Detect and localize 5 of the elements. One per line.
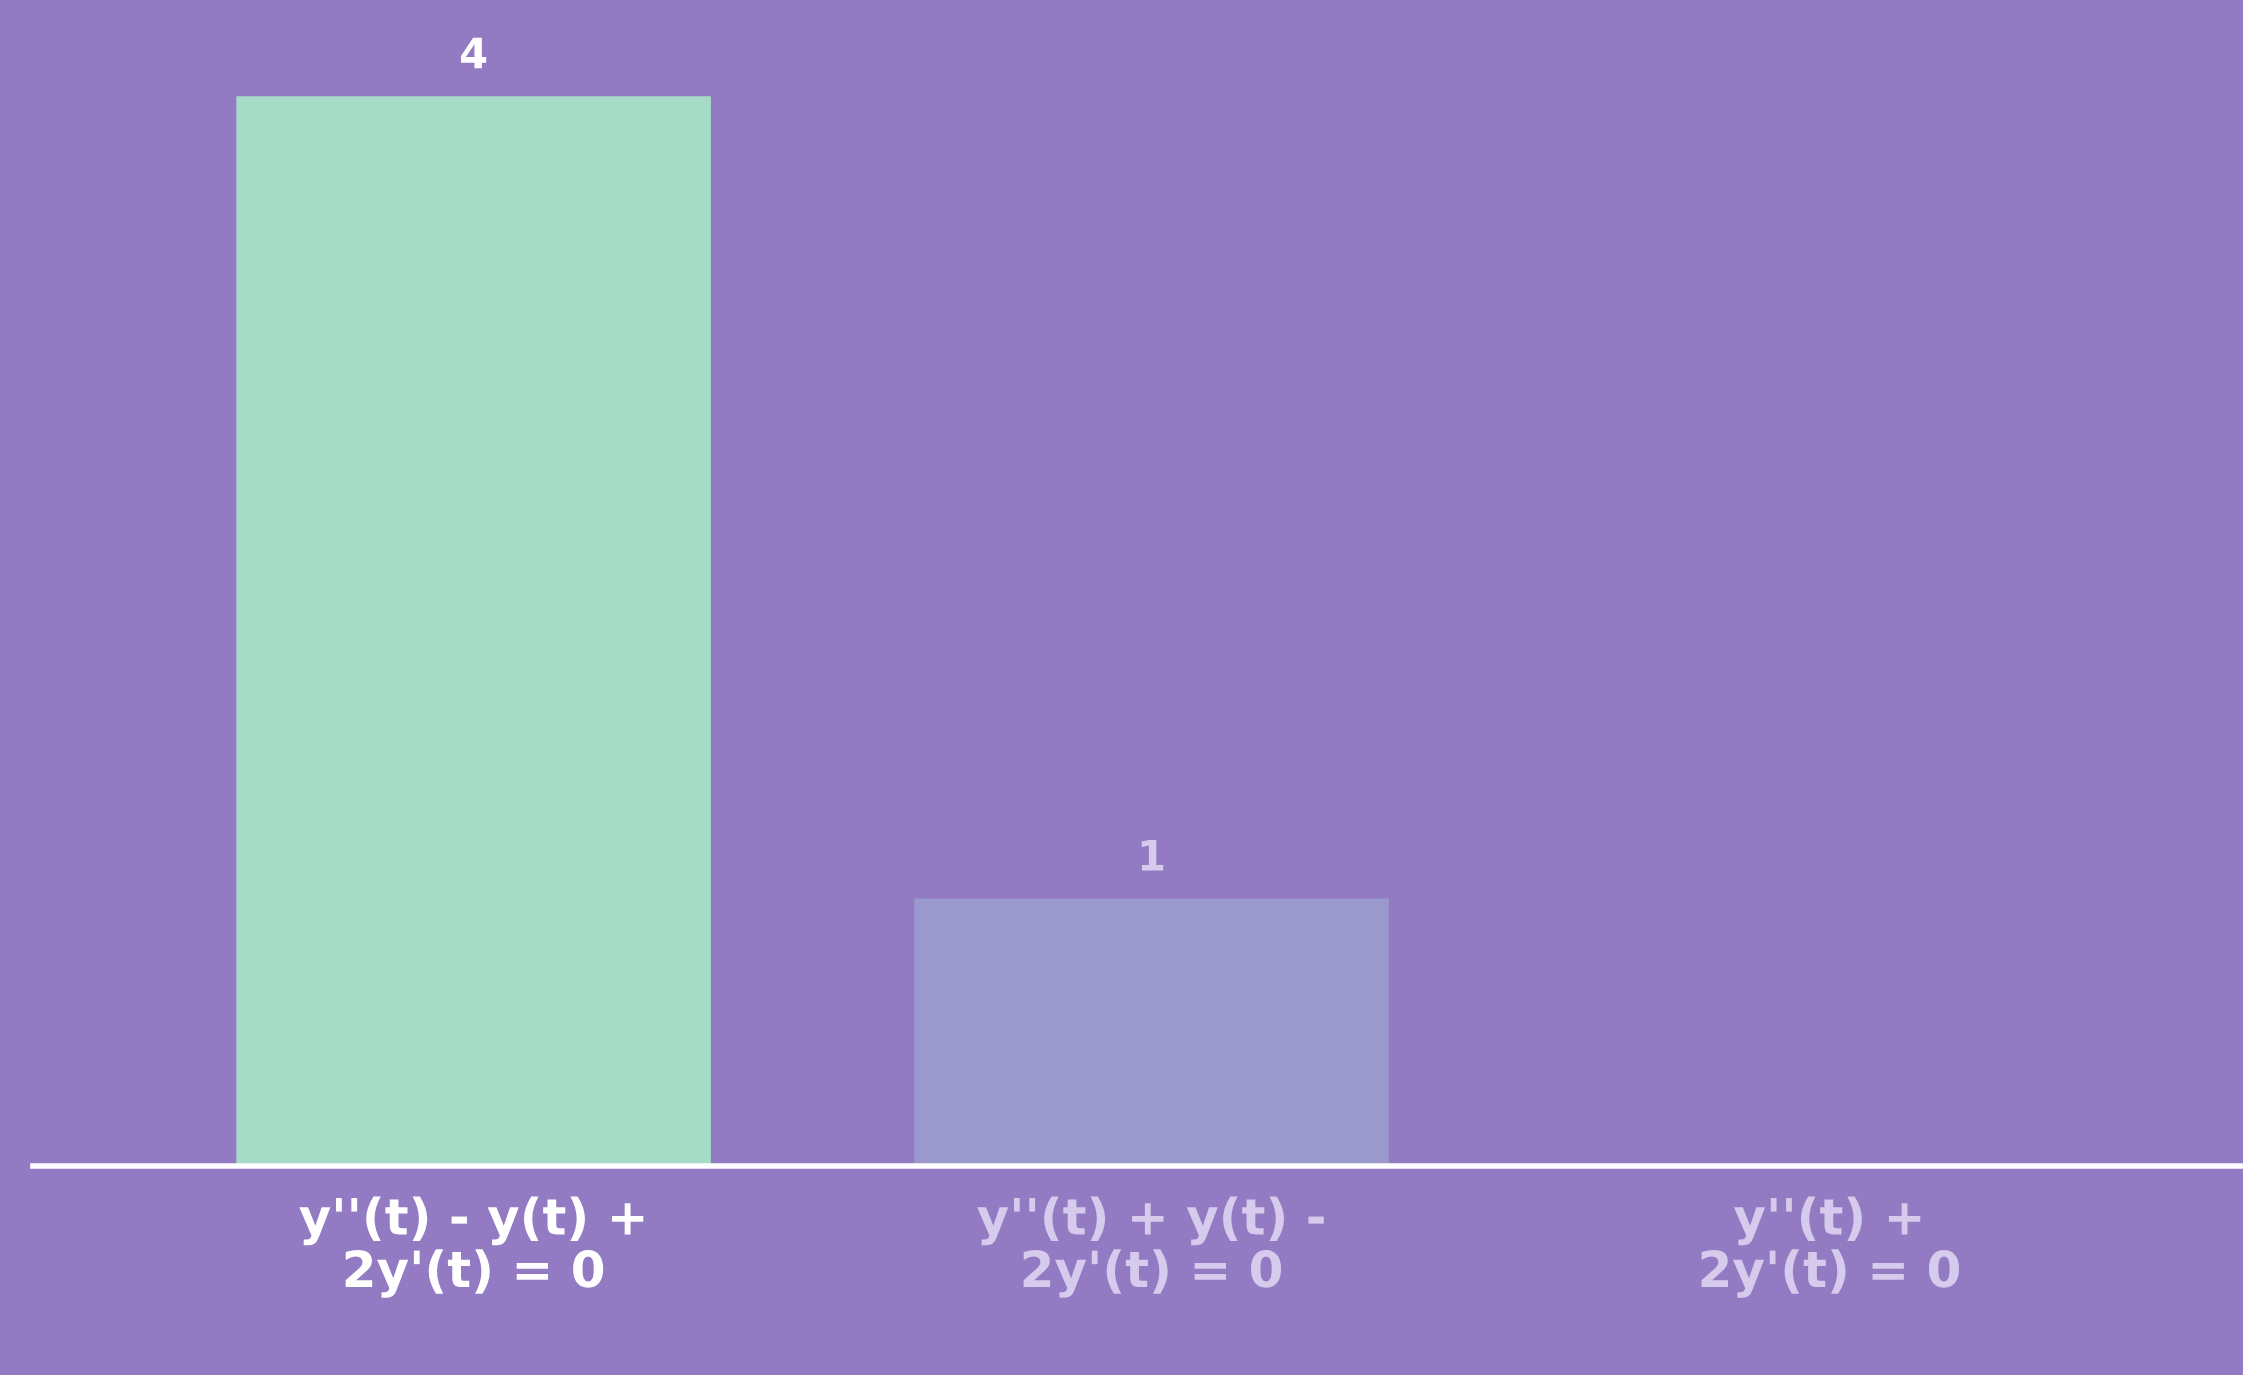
data-label: 4 [461,37,487,69]
x-tick-label: y''(t) + y(t) - 2y'(t) = 0 [977,1196,1324,1298]
data-label: 1 [1141,840,1164,871]
x-tick-label: y''(t) - y(t) + 2y'(t) = 0 [299,1196,644,1298]
x-tick-label: y''(t) + 2y'(t) = 0 [1701,1196,1959,1298]
